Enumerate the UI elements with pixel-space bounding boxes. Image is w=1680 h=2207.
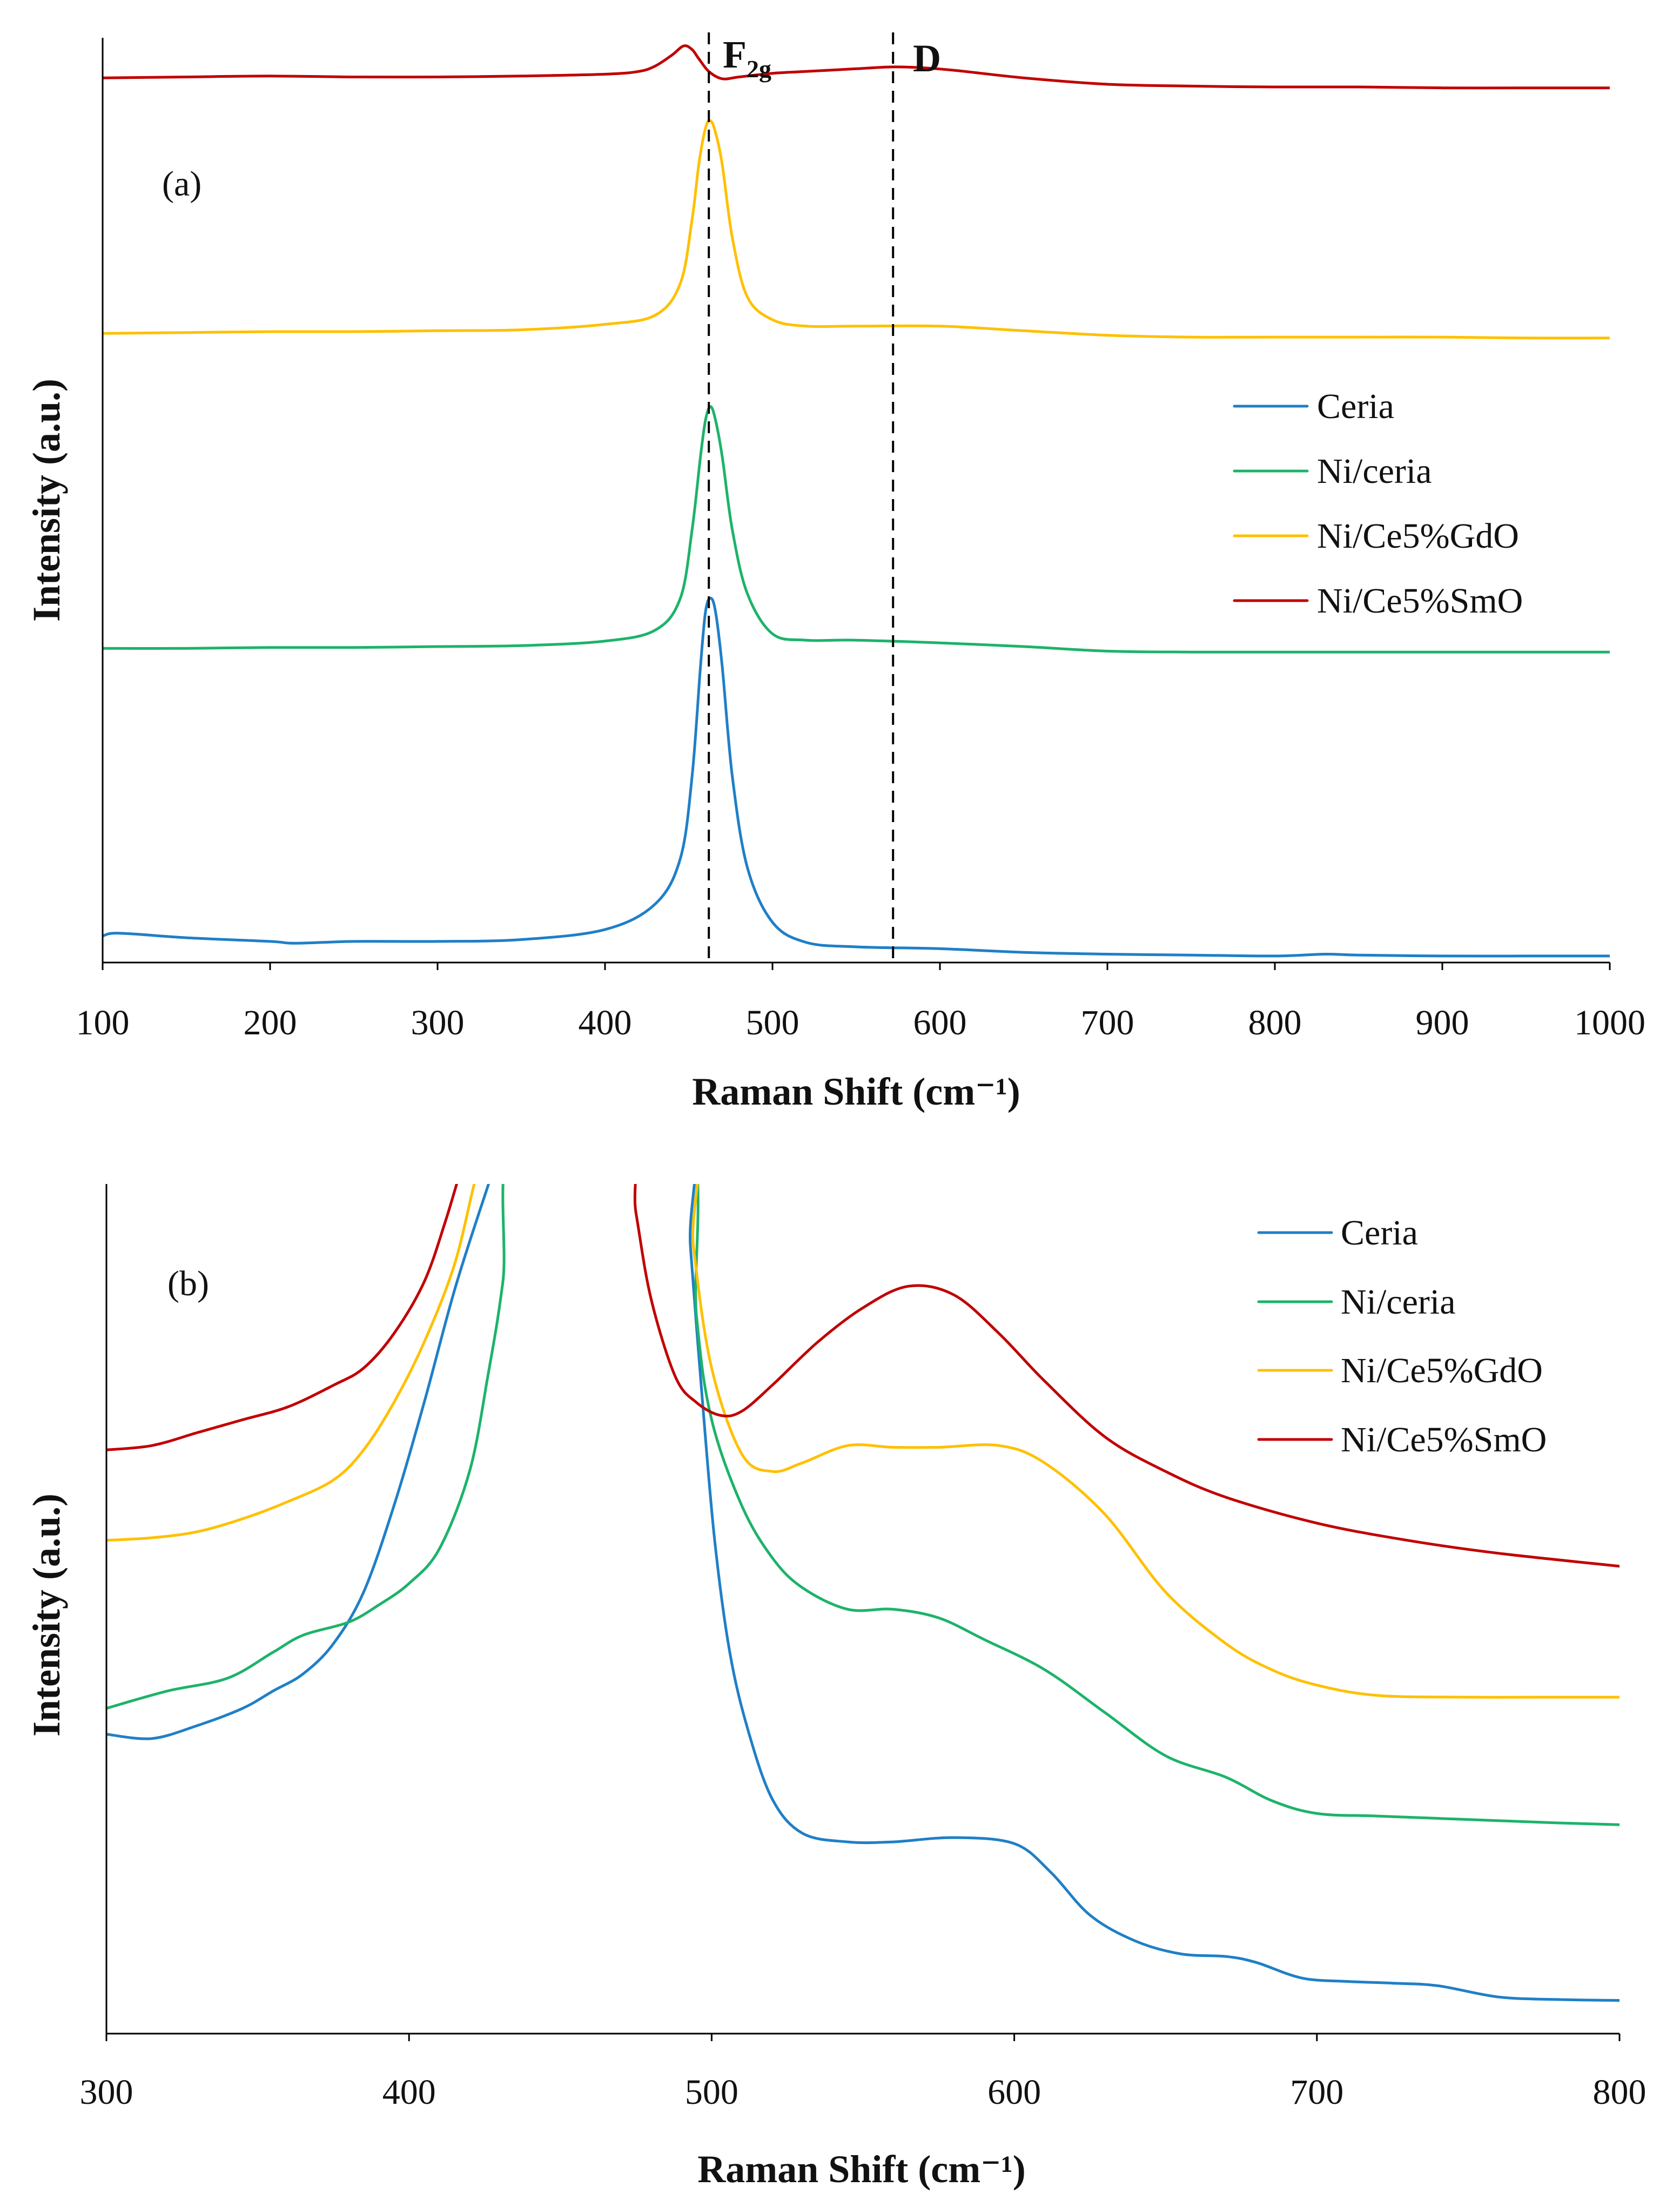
panel-a-x-tick-label-600: 600 — [913, 1003, 967, 1042]
panel-b-x-ticks: 300 400 500 600 700 800 — [80, 2034, 1647, 2112]
panel-b-y-axis-title: Intensity (a.u.) — [25, 1493, 68, 1737]
f2g-peak-label: F2g — [723, 33, 771, 83]
panel-a-legend: Ceria Ni/ceria Ni/Ce5%GdO Ni/Ce5%SmO — [1233, 387, 1523, 621]
panel-b-series-group — [106, 1184, 1619, 2002]
panel-b-x-tick-label-300: 300 — [80, 2073, 133, 2112]
panel-b-legend-label-ni-ceria: Ni/ceria — [1341, 1282, 1456, 1322]
panel-a: 100 200 300 400 500 600 700 800 900 1000 (a) F2g … — [25, 32, 1645, 1113]
panel-b-legend: Ceria Ni/ceria Ni/Ce5%GdO Ni/Ce5%SmO — [1257, 1213, 1547, 1459]
panel-b-legend-label-ceria: Ceria — [1341, 1213, 1418, 1253]
panel-a-x-tick-label-800: 800 — [1248, 1003, 1302, 1042]
panel-b-series-ni-ceria — [106, 1184, 1619, 1826]
panel-b-x-tick-label-700: 700 — [1290, 2073, 1343, 2112]
panel-a-series-group — [103, 44, 1610, 958]
panel-a-x-tick-label-900: 900 — [1416, 1003, 1469, 1042]
panel-b: 300 400 500 600 700 800 (b) Raman Shift (cm⁻¹… — [25, 1184, 1647, 2191]
panel-a-label: (a) — [162, 164, 201, 204]
panel-a-x-tick-label-300: 300 — [411, 1003, 465, 1042]
panel-a-series-ni-ce5-gdo — [103, 119, 1610, 340]
panel-a-legend-label-ni-ce5-smo: Ni/Ce5%SmO — [1317, 581, 1523, 621]
panel-a-legend-label-ni-ceria: Ni/ceria — [1317, 452, 1432, 491]
panel-b-series-ceria — [106, 1184, 1619, 2002]
panel-a-legend-label-ceria: Ceria — [1317, 387, 1394, 426]
panel-b-x-tick-label-800: 800 — [1593, 2073, 1647, 2112]
panel-a-x-ticks: 100 200 300 400 500 600 700 800 900 1000 — [76, 963, 1645, 1042]
f2g-peak-label-main: F — [723, 33, 747, 76]
panel-a-reference-lines — [708, 32, 895, 963]
panel-a-series-ni-ceria — [103, 405, 1610, 654]
panel-b-label: (b) — [167, 1264, 209, 1303]
f2g-peak-label-subscript: 2g — [747, 55, 771, 83]
panel-b-legend-label-ni-ce5-smo: Ni/Ce5%SmO — [1341, 1420, 1547, 1459]
panel-a-x-tick-label-700: 700 — [1081, 1003, 1134, 1042]
panel-b-x-tick-label-600: 600 — [987, 2073, 1041, 2112]
panel-a-x-tick-label-400: 400 — [579, 1003, 632, 1042]
panel-b-legend-label-ni-ce5-gdo: Ni/Ce5%GdO — [1341, 1351, 1543, 1390]
panel-a-y-axis-title: Intensity (a.u.) — [25, 379, 68, 622]
panel-a-x-axis-title: Raman Shift (cm⁻¹) — [692, 1070, 1020, 1113]
panel-b-series-ni-ce5-smo — [106, 1184, 1619, 1568]
panel-a-legend-label-ni-ce5-gdo: Ni/Ce5%GdO — [1317, 516, 1519, 556]
panel-a-x-tick-label-1000: 1000 — [1574, 1003, 1645, 1042]
panel-a-series-ceria — [103, 596, 1610, 958]
panel-a-x-tick-label-200: 200 — [244, 1003, 297, 1042]
panel-a-x-tick-label-100: 100 — [76, 1003, 130, 1042]
panel-b-x-tick-label-400: 400 — [382, 2073, 436, 2112]
panel-b-x-axis-title: Raman Shift (cm⁻¹) — [697, 2148, 1026, 2191]
panel-a-series-ni-ce5-smo — [103, 44, 1610, 90]
panel-b-x-tick-label-500: 500 — [685, 2073, 738, 2112]
panel-a-x-tick-label-500: 500 — [746, 1003, 799, 1042]
d-band-label: D — [913, 37, 941, 80]
panel-b-series-ni-ce5-gdo — [106, 1184, 1619, 1699]
